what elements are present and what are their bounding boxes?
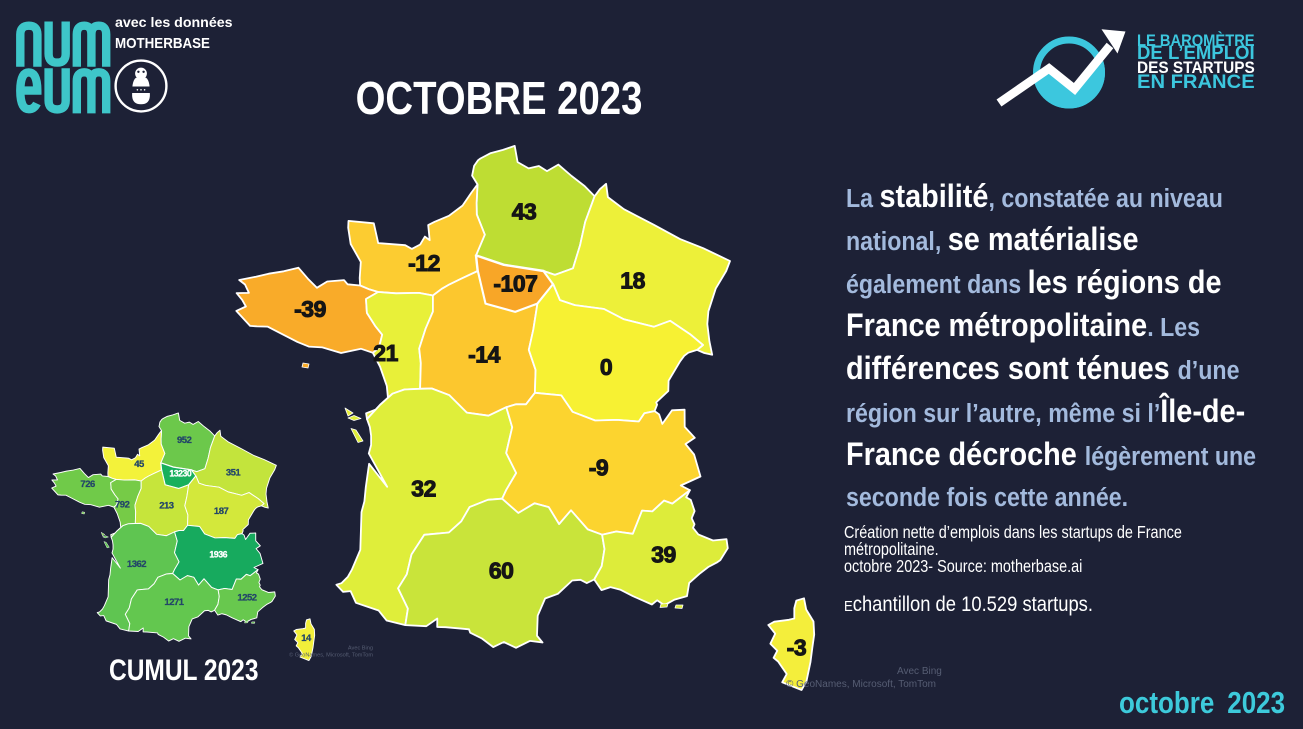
svg-text:45: 45 <box>134 459 145 470</box>
svg-text:13230: 13230 <box>169 469 192 479</box>
svg-text:792: 792 <box>115 499 130 510</box>
svg-text:43: 43 <box>512 198 537 224</box>
svg-text:-107: -107 <box>493 271 537 297</box>
svg-text:32: 32 <box>411 476 436 502</box>
svg-text:18: 18 <box>620 268 645 294</box>
svg-text:14: 14 <box>301 633 312 644</box>
svg-text:Avec Bing: Avec Bing <box>348 646 373 652</box>
svg-text:1362: 1362 <box>127 559 146 570</box>
svg-text:0: 0 <box>600 354 612 380</box>
svg-text:726: 726 <box>80 479 95 490</box>
svg-text:1271: 1271 <box>164 597 184 608</box>
svg-text:-3: -3 <box>787 634 806 660</box>
svg-text:21: 21 <box>373 340 398 366</box>
svg-text:60: 60 <box>489 558 514 584</box>
svg-text:39: 39 <box>651 542 676 568</box>
svg-text:© GeoNames, Microsoft, TomTom: © GeoNames, Microsoft, TomTom <box>289 652 373 659</box>
svg-text:187: 187 <box>214 506 229 517</box>
svg-text:213: 213 <box>159 500 174 511</box>
svg-text:952: 952 <box>177 435 192 446</box>
svg-text:1936: 1936 <box>209 549 227 559</box>
svg-text:-9: -9 <box>589 454 608 480</box>
svg-text:-14: -14 <box>468 342 500 368</box>
svg-text:-39: -39 <box>294 296 326 322</box>
svg-text:351: 351 <box>226 468 242 479</box>
svg-text:-12: -12 <box>408 250 440 276</box>
svg-text:1252: 1252 <box>237 592 256 603</box>
